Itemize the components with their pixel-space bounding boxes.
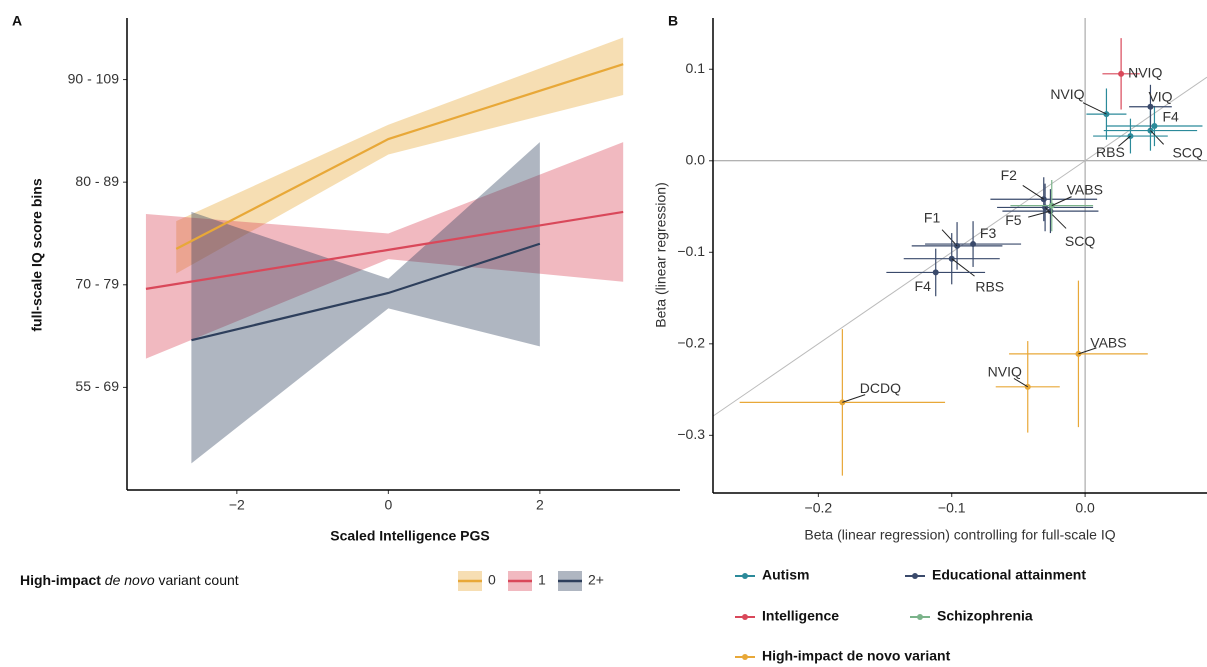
legend-dot [917,614,923,620]
label-leader [1044,207,1067,229]
label-leader [1013,378,1029,388]
y-tick-label: −0.2 [677,335,705,351]
x-tick-label: 0 [384,497,392,513]
confidence-band [191,142,540,464]
legend-label: 2+ [588,572,604,588]
label-leader [1078,347,1097,355]
x-tick-label: −0.2 [805,500,833,516]
label-leader [941,229,958,247]
x-axis-label: Beta (linear regression) controlling for… [804,527,1115,543]
point-label: F5 [1005,212,1022,228]
point-label: VIQ [1148,88,1172,104]
legend-label: Educational attainment [932,567,1086,583]
label-leader [1028,210,1051,218]
point-label: RBS [975,278,1004,294]
legend-dot [742,573,748,579]
y-tick-label: 90 - 109 [68,70,120,86]
label-leader [1118,135,1131,147]
point-label: F4 [1162,109,1179,125]
x-tick-label: 2 [536,497,544,513]
point-label: NVIQ [988,364,1022,380]
point [932,269,939,276]
label-leader [1022,184,1045,200]
confidence-band [176,37,624,274]
point [1118,70,1125,77]
y-tick-label: 0.1 [686,60,706,76]
point [1147,103,1154,110]
y-tick-label: 55 - 69 [75,378,119,394]
legend-dot [742,654,748,660]
legend-title: High-impact de novo variant count [20,572,239,588]
y-tick-label: −0.1 [677,243,705,259]
legend-dot [742,614,748,620]
legend-title-part: de novo [105,572,155,588]
legend-title-part: High-impact [20,572,105,588]
legend-label: 1 [538,572,546,588]
point-label: NVIQ [1050,86,1084,102]
point-label: F4 [915,278,932,294]
y-axis-label: full-scale IQ score bins [29,178,45,331]
identity-line [712,76,1207,417]
point-label: RBS [1096,144,1125,160]
legend-label: High-impact de novo variant [762,648,951,664]
point-label: F1 [924,210,941,226]
point-label: SCQ [1065,233,1095,249]
y-tick-label: 80 - 89 [75,173,119,189]
legend-dot [912,573,918,579]
label-leader [951,258,975,277]
point [970,241,977,248]
y-tick-label: 70 - 79 [75,275,119,291]
trend-line [145,210,624,290]
label-leader [1051,196,1072,207]
x-tick-label: −0.1 [938,500,966,516]
y-tick-label: −0.3 [677,426,705,442]
point-label: F3 [980,225,997,241]
panel-label: B [668,13,678,29]
label-leader [842,394,866,403]
x-tick-label: 0.0 [1075,500,1095,516]
legend-label: Intelligence [762,608,839,624]
point [1151,122,1158,129]
legend-label: 0 [488,572,496,588]
x-tick-label: −2 [229,497,245,513]
point-label: NVIQ [1128,65,1162,81]
x-axis-label: Scaled Intelligence PGS [330,528,490,544]
point-label: F2 [1001,167,1018,183]
trend-line [175,63,624,250]
panel-label: A [12,13,22,29]
legend-title-part: variant count [155,572,239,588]
legend-label: Autism [762,567,809,583]
label-leader [1082,102,1107,115]
point-label: VABS [1067,181,1103,197]
trend-line [191,242,541,342]
label-leader [1150,130,1165,145]
point-label: SCQ [1172,144,1202,160]
y-axis-label: Beta (linear regression) [653,182,669,328]
y-tick-label: 0.0 [686,151,706,167]
legend-label: Schizophrenia [937,608,1033,624]
point-label: DCDQ [860,380,901,396]
point-label: VABS [1090,335,1126,351]
